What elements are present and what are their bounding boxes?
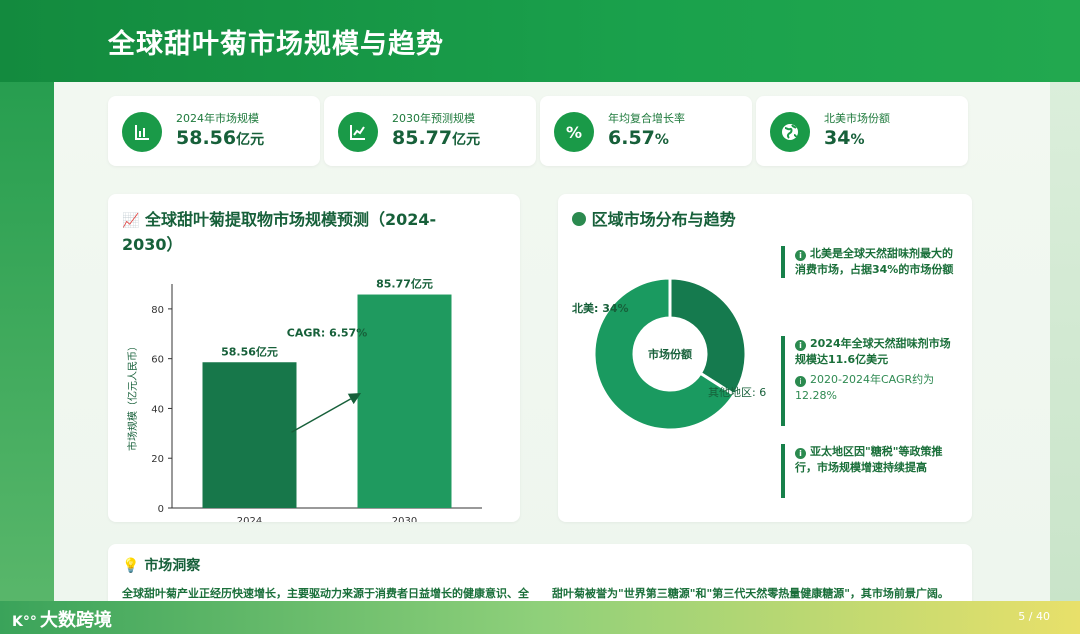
- stat-label: 北美市场份额: [824, 112, 890, 125]
- insight-item: i 2024年全球天然甜味剂市场规模达11.6亿美元 i 2020-2024年CAG…: [781, 336, 961, 426]
- y-tick-label: 0: [158, 504, 164, 515]
- info-icon: i: [795, 340, 806, 351]
- pie-slice-label: 其他地区: 6: [708, 386, 766, 399]
- insight-item: i 北美是全球天然甜味剂最大的消费市场，占据34%的市场份额: [781, 246, 961, 278]
- stat-label: 年均复合增长率: [608, 112, 685, 125]
- y-tick-label: 40: [151, 404, 164, 415]
- line-chart-icon: [338, 112, 378, 152]
- stat-card-na-share: 北美市场份额 34%: [756, 96, 968, 166]
- bar-data-label: 85.77亿元: [376, 277, 433, 291]
- pie-chart-title: 区域市场分布与趋势: [572, 208, 736, 232]
- bar-chart-icon: [122, 112, 162, 152]
- stat-value: 34%: [824, 127, 865, 149]
- info-icon: i: [795, 448, 806, 459]
- y-tick-label: 20: [151, 454, 164, 465]
- y-tick-label: 60: [151, 355, 164, 366]
- stat-card-cagr: % 年均复合增长率 6.57%: [540, 96, 752, 166]
- bar-chart: 0 20 40 60 80 市场规模（亿元人民币） 58.56亿元 2024 85.77亿元 20…: [126, 277, 482, 522]
- stat-value: 85.77亿元: [392, 127, 481, 149]
- pie-chart-card: 区域市场分布与趋势 市场份额 北美: 34% 其他地区: 6: [558, 194, 972, 522]
- pie-slice: [592, 276, 737, 432]
- bar-chart-card: 📈 全球甜叶菊提取物市场规模预测（2024-2030） 0 20 40 60 80 市场规…: [108, 194, 520, 522]
- growth-arrow: [291, 393, 362, 433]
- info-icon: i: [795, 376, 806, 387]
- y-axis-label: 市场规模（亿元人民币）: [126, 341, 139, 451]
- pie-chart: 市场份额 北美: 34% 其他地区: 6: [572, 276, 766, 432]
- insight-item: i 亚太地区因"糖税"等政策推行，市场规模增速持续提高: [781, 444, 961, 498]
- info-icon: i: [795, 250, 806, 261]
- pie-slice-label: 北美: 34%: [572, 301, 629, 315]
- page-title: 全球甜叶菊市场规模与趋势: [108, 29, 444, 60]
- pie-slice: [668, 276, 748, 397]
- y-tick-label: 80: [151, 305, 164, 316]
- page-number: 5 / 40: [1018, 610, 1050, 623]
- cagr-annotation: CAGR: 6.57%: [287, 327, 367, 340]
- right-decor-bar: [1050, 82, 1080, 602]
- header-bar: 全球甜叶菊市场规模与趋势: [0, 0, 1080, 82]
- globe-icon: [572, 212, 586, 226]
- footer-bar: K°° 大数跨境 5 / 40: [0, 601, 1080, 634]
- x-tick-label: 2024: [237, 516, 262, 522]
- stat-value: 58.56亿元: [176, 127, 265, 149]
- bar-data-label: 58.56亿元: [221, 344, 278, 358]
- percent-icon: %: [554, 112, 594, 152]
- left-decor-bar: [0, 0, 54, 634]
- line-chart-icon: 📈: [122, 213, 140, 229]
- pie-center-label: 市场份额: [648, 347, 692, 361]
- stat-label: 2024年市场规模: [176, 112, 259, 125]
- globe-icon: [770, 112, 810, 152]
- lightbulb-icon: 💡: [122, 558, 140, 574]
- observation-right: 甜叶菊被誉为"世界第三糖源"和"第三代天然零热量健康糖源"，其市场前景广阔。: [552, 587, 949, 600]
- logo-icon: K°°: [12, 614, 37, 630]
- x-tick-label: 2030: [392, 516, 417, 522]
- brand-logo: K°° 大数跨境: [12, 610, 112, 631]
- bar-2030: [357, 294, 452, 508]
- stat-card-2030: 2030年预测规模 85.77亿元: [324, 96, 536, 166]
- bar-2024: [202, 362, 297, 508]
- stat-value: 6.57%: [608, 127, 669, 149]
- stat-label: 2030年预测规模: [392, 112, 475, 125]
- bar-chart-title: 📈 全球甜叶菊提取物市场规模预测（2024-2030）: [122, 210, 437, 254]
- stat-card-2024: 2024年市场规模 58.56亿元: [108, 96, 320, 166]
- observation-title: 💡 市场洞察: [122, 558, 201, 574]
